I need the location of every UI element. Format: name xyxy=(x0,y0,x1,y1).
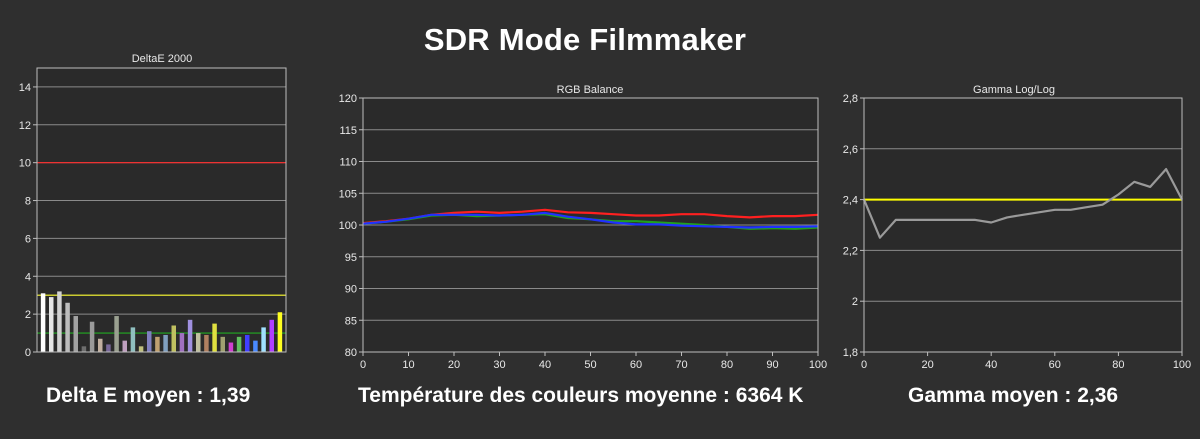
c2-x-tick-label: 60 xyxy=(630,359,642,371)
c3-x-tick-label: 60 xyxy=(1049,359,1061,371)
c3-y-tick-label: 2,6 xyxy=(843,144,858,156)
deltae-plot-bg xyxy=(37,68,286,352)
gamma-caption: Gamma moyen : 2,36 xyxy=(908,384,1119,407)
delta-e-caption: Delta E moyen : 1,39 xyxy=(46,384,251,407)
c3-y-tick-label: 2,2 xyxy=(843,245,858,257)
c2-series-line-2 xyxy=(362,211,819,229)
deltae-y-tick-label: 4 xyxy=(25,271,31,283)
c3-x-tick-label: 40 xyxy=(985,359,997,371)
deltae-bar xyxy=(220,336,225,352)
deltae-y-tick-label: 10 xyxy=(19,158,31,170)
c3-x-tick-label: 0 xyxy=(861,359,867,371)
deltae-bar xyxy=(130,327,136,352)
deltae-bar xyxy=(155,336,160,352)
deltae-y-ticks: 0 2 4 6 8 10 12 14 xyxy=(19,82,31,359)
gamma-gridlines xyxy=(860,97,1183,356)
deltae-bar xyxy=(187,319,193,352)
deltae-bar xyxy=(196,333,201,352)
c3-x-tick-label: 100 xyxy=(1173,359,1191,371)
c2-y-tick-label: 100 xyxy=(339,220,357,232)
deltae-y-tick-label: 12 xyxy=(19,120,31,132)
c2-x-tick-label: 100 xyxy=(809,359,827,371)
c2-x-tick-label: 50 xyxy=(584,359,596,371)
c3-x-tick-label: 20 xyxy=(921,359,933,371)
deltae-bar xyxy=(81,346,87,352)
c2-y-tick-label: 120 xyxy=(339,93,357,105)
c2-x-tick-label: 40 xyxy=(539,359,551,371)
deltae-reference-lines xyxy=(37,162,286,334)
deltae-bar xyxy=(57,291,62,352)
deltae-bar xyxy=(204,334,209,352)
deltae-chart-title: DeltaE 2000 xyxy=(132,53,193,65)
c2-x-tick-label: 30 xyxy=(493,359,505,371)
deltae-y-tick-label: 8 xyxy=(25,196,31,208)
deltae-bar xyxy=(73,316,78,352)
deltae-bar xyxy=(171,325,176,352)
c2-x-tick-label: 0 xyxy=(360,359,366,371)
c2-x-tick-label: 20 xyxy=(448,359,460,371)
rgb-gridlines xyxy=(359,97,819,356)
deltae-bar xyxy=(228,342,234,352)
deltae-bar xyxy=(114,316,119,352)
c3-y-tick-label: 2,8 xyxy=(843,93,858,105)
c2-x-tick-label: 70 xyxy=(675,359,687,371)
deltae-bar xyxy=(147,331,152,352)
deltae-bar xyxy=(253,340,258,352)
deltae-bar xyxy=(40,293,46,352)
c2-y-tick-label: 90 xyxy=(345,284,357,296)
rgb-x-ticks: 0 10 20 30 40 50 60 70 80 90 100 xyxy=(360,359,827,371)
deltae-bar xyxy=(98,338,103,352)
deltae-y-tick-label: 0 xyxy=(25,347,31,359)
deltae-bar xyxy=(106,344,111,352)
c2-x-tick-label: 10 xyxy=(402,359,414,371)
c2-y-tick-label: 115 xyxy=(339,125,357,137)
gamma-series-lines xyxy=(862,168,1183,239)
deltae-gridlines xyxy=(33,68,286,353)
rgb-series-lines xyxy=(362,208,819,230)
c2-x-tick-label: 80 xyxy=(721,359,733,371)
deltae-y-tick-label: 14 xyxy=(19,82,31,94)
deltae-plot-frame xyxy=(36,67,287,353)
deltae-bar xyxy=(236,336,242,352)
deltae-bar xyxy=(122,340,127,352)
deltae-bar xyxy=(212,323,217,352)
c2-y-tick-label: 80 xyxy=(345,347,357,359)
deltae-bar xyxy=(261,327,266,352)
c3-x-tick-label: 80 xyxy=(1112,359,1124,371)
c2-x-tick-label: 90 xyxy=(766,359,778,371)
deltae-bar xyxy=(65,302,70,352)
deltae-bar xyxy=(277,312,283,352)
deltae-bar xyxy=(269,319,274,352)
c2-y-tick-label: 95 xyxy=(345,252,357,264)
c3-plot-bg xyxy=(864,98,1182,352)
c2-y-tick-label: 85 xyxy=(345,315,357,327)
gamma-chart-title: Gamma Log/Log xyxy=(973,84,1055,96)
gamma-plot-frame xyxy=(863,97,1183,353)
deltae-bar xyxy=(163,334,168,352)
gamma-y-ticks: 1,8 2 2,2 2,4 2,6 2,8 xyxy=(843,93,858,359)
deltae-bar xyxy=(89,321,95,352)
rgb-chart-title: RGB Balance xyxy=(557,84,624,96)
rgb-plot-frame xyxy=(362,97,819,353)
deltae-bar xyxy=(179,333,185,352)
rgb-y-ticks: 80 85 90 95 100 105 110 115 120 xyxy=(339,93,357,359)
deltae-bar xyxy=(138,346,144,352)
gamma-x-ticks: 0 20 40 60 80 100 xyxy=(861,359,1191,371)
deltae-y-tick-label: 2 xyxy=(25,309,31,321)
page-title: SDR Mode Filmmaker xyxy=(423,22,747,57)
c3-y-tick-label: 2 xyxy=(852,296,858,308)
deltae-y-tick-label: 6 xyxy=(25,233,31,245)
c3-y-tick-label: 1,8 xyxy=(843,347,858,359)
color-temperature-caption: Température des couleurs moyenne : 6364 … xyxy=(358,384,804,407)
c3-series-line-0 xyxy=(862,168,1183,239)
deltae-bars xyxy=(40,291,283,352)
deltae-bar xyxy=(245,334,250,352)
c2-y-tick-label: 105 xyxy=(339,188,357,200)
c2-y-tick-label: 110 xyxy=(339,157,357,169)
c3-y-tick-label: 2,4 xyxy=(843,195,858,207)
deltae-bar xyxy=(49,297,54,352)
